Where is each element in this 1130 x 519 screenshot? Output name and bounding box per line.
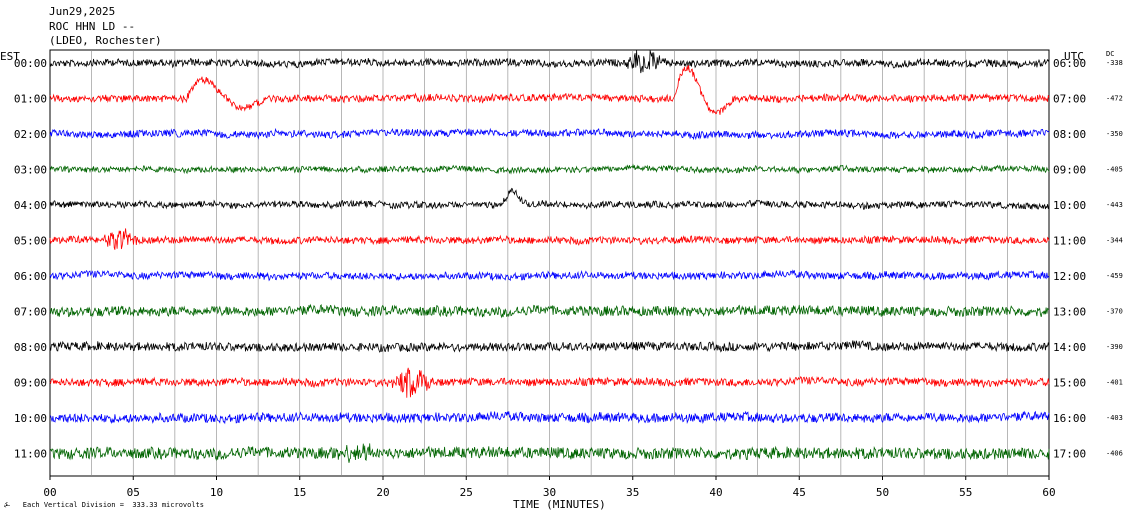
- x-tick-label: 00: [43, 486, 56, 499]
- utc-hour-label: 17:00: [1053, 447, 1086, 460]
- trace-line: [49, 303, 1050, 319]
- scale-icon: ⍼: [4, 501, 11, 509]
- trace-line: [49, 127, 1050, 141]
- vertical-scale-text: Each Vertical Division = 333.33 microvol…: [22, 501, 204, 509]
- trace-line: [49, 340, 1050, 353]
- est-hour-label: 11:00: [14, 447, 47, 460]
- x-tick-label: 25: [460, 486, 473, 499]
- x-tick-label: 10: [210, 486, 223, 499]
- dc-offset-label: -443: [1106, 201, 1123, 209]
- x-tick-label: 35: [626, 486, 639, 499]
- utc-hour-label: 15:00: [1053, 376, 1086, 389]
- dc-offset-label: -403: [1106, 414, 1123, 422]
- dc-offset-label: -338: [1106, 59, 1123, 67]
- est-hour-label: 10:00: [14, 412, 47, 425]
- utc-hour-label: 10:00: [1053, 199, 1086, 212]
- x-tick-labels: 00 05 10 15 20 25 30 35 40 45 50 55 60: [43, 476, 1056, 499]
- est-hour-label: 07:00: [14, 305, 47, 318]
- trace-line: [49, 269, 1050, 282]
- utc-hour-label: 08:00: [1053, 128, 1086, 141]
- header-network: (LDEO, Rochester): [49, 34, 162, 47]
- header-station: ROC HHN LD --: [49, 20, 136, 33]
- vertical-scale-note: ⍼ Each Vertical Division = 333.33 microv…: [4, 501, 204, 510]
- time-gridlines: [91, 50, 1008, 476]
- dc-offset-label: -406: [1106, 449, 1123, 457]
- trace-line: [49, 367, 1050, 398]
- utc-hour-label: 07:00: [1053, 92, 1086, 105]
- utc-hour-label: 13:00: [1053, 305, 1086, 318]
- est-hour-label: 03:00: [14, 163, 47, 176]
- est-hour-label: 01:00: [14, 92, 47, 105]
- est-hour-labels: 00:00 01:00 02:00 03:00 04:00 05:00 06:00 07:00…: [14, 57, 47, 461]
- dc-offset-label: -390: [1106, 343, 1123, 351]
- dc-offset-label: -459: [1106, 272, 1123, 280]
- utc-hour-labels: 06:00 07:00 08:00 09:00 10:00 11:00 12:00 13:00…: [1053, 57, 1086, 461]
- est-hour-label: 00:00: [14, 57, 47, 70]
- dc-offset-label: -405: [1106, 165, 1123, 173]
- dc-offset-labels: -338 -472 -350 -405 -443 -344 -459 -370 -390 -401…: [1106, 59, 1123, 458]
- trace-line: [49, 443, 1050, 463]
- est-hour-label: 09:00: [14, 376, 47, 389]
- est-hour-label: 05:00: [14, 234, 47, 247]
- x-tick-label: 15: [293, 486, 306, 499]
- x-tick-label: 20: [376, 486, 389, 499]
- trace-line: [49, 65, 1050, 115]
- est-hour-label: 06:00: [14, 270, 47, 283]
- trace-line: [49, 50, 1050, 74]
- utc-hour-label: 06:00: [1053, 57, 1086, 70]
- seismic-traces: [49, 50, 1050, 463]
- dc-offset-label: -344: [1106, 236, 1123, 244]
- x-tick-label: 55: [959, 486, 972, 499]
- est-label: EST: [0, 50, 20, 63]
- utc-hour-label: 16:00: [1053, 412, 1086, 425]
- dc-offset-label: -370: [1106, 307, 1123, 315]
- x-tick-label: 45: [793, 486, 806, 499]
- utc-hour-label: 12:00: [1053, 270, 1086, 283]
- est-hour-label: 04:00: [14, 199, 47, 212]
- trace-line: [49, 187, 1050, 210]
- est-hour-label: 08:00: [14, 341, 47, 354]
- utc-hour-label: 14:00: [1053, 341, 1086, 354]
- x-tick-label: 30: [543, 486, 556, 499]
- trace-line: [49, 410, 1050, 425]
- x-axis-title: TIME (MINUTES): [513, 498, 606, 511]
- utc-hour-label: 09:00: [1053, 163, 1086, 176]
- dc-offset-label: -472: [1106, 94, 1123, 102]
- header-date: Jun29,2025: [49, 5, 116, 18]
- est-hour-label: 02:00: [14, 128, 47, 141]
- utc-label: UTC: [1064, 50, 1084, 63]
- x-tick-label: 50: [876, 486, 889, 499]
- trace-line: [49, 228, 1050, 250]
- x-tick-label: 05: [127, 486, 140, 499]
- x-tick-label: 40: [709, 486, 722, 499]
- utc-hour-label: 11:00: [1053, 234, 1086, 247]
- x-tick-label: 60: [1042, 486, 1055, 499]
- dc-offset-label: -350: [1106, 130, 1123, 138]
- dc-offset-label: -401: [1106, 378, 1123, 386]
- trace-line: [49, 163, 1050, 175]
- dc-header: DC: [1106, 50, 1114, 58]
